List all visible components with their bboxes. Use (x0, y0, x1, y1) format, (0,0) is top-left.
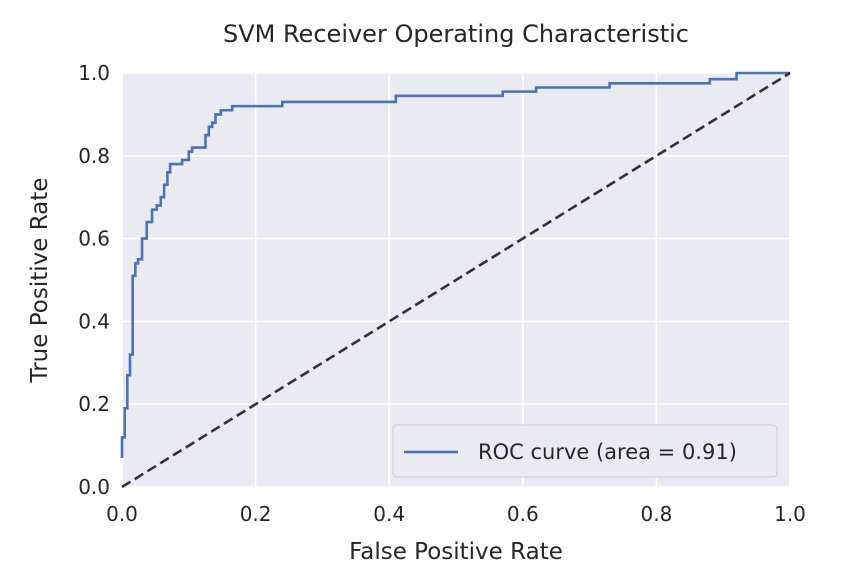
x-tick-label: 1.0 (774, 502, 806, 526)
y-tick-label: 0.8 (78, 144, 110, 168)
y-tick-label: 0.0 (78, 475, 110, 499)
x-tick-label: 0.2 (240, 502, 272, 526)
x-tick-label: 0.4 (373, 502, 405, 526)
chart-title: SVM Receiver Operating Characteristic (223, 20, 689, 48)
roc-curve-line (120, 71, 790, 459)
y-tick-labels: 0.0 0.2 0.4 0.6 0.8 1.0 (78, 61, 110, 499)
y-tick-label: 0.4 (78, 309, 110, 333)
y-axis-label: True Positive Rate (27, 178, 53, 384)
legend-box (392, 424, 778, 478)
x-tick-labels: 0.0 0.2 0.4 0.6 0.8 1.0 (106, 502, 806, 526)
series-group (120, 71, 791, 489)
y-tick-label: 1.0 (78, 61, 110, 85)
chance-diagonal-line (121, 71, 791, 489)
x-tick-label: 0.8 (640, 502, 672, 526)
x-tick-label: 0.6 (507, 502, 539, 526)
y-tick-label: 0.6 (78, 227, 110, 251)
legend: ROC curve (area = 0.91) (392, 424, 778, 478)
x-tick-label: 0.0 (106, 502, 138, 526)
legend-label-roc: ROC curve (area = 0.91) (478, 440, 737, 464)
x-axis-label: False Positive Rate (349, 539, 563, 565)
grid-lines (121, 72, 791, 488)
y-tick-label: 0.2 (78, 392, 110, 416)
